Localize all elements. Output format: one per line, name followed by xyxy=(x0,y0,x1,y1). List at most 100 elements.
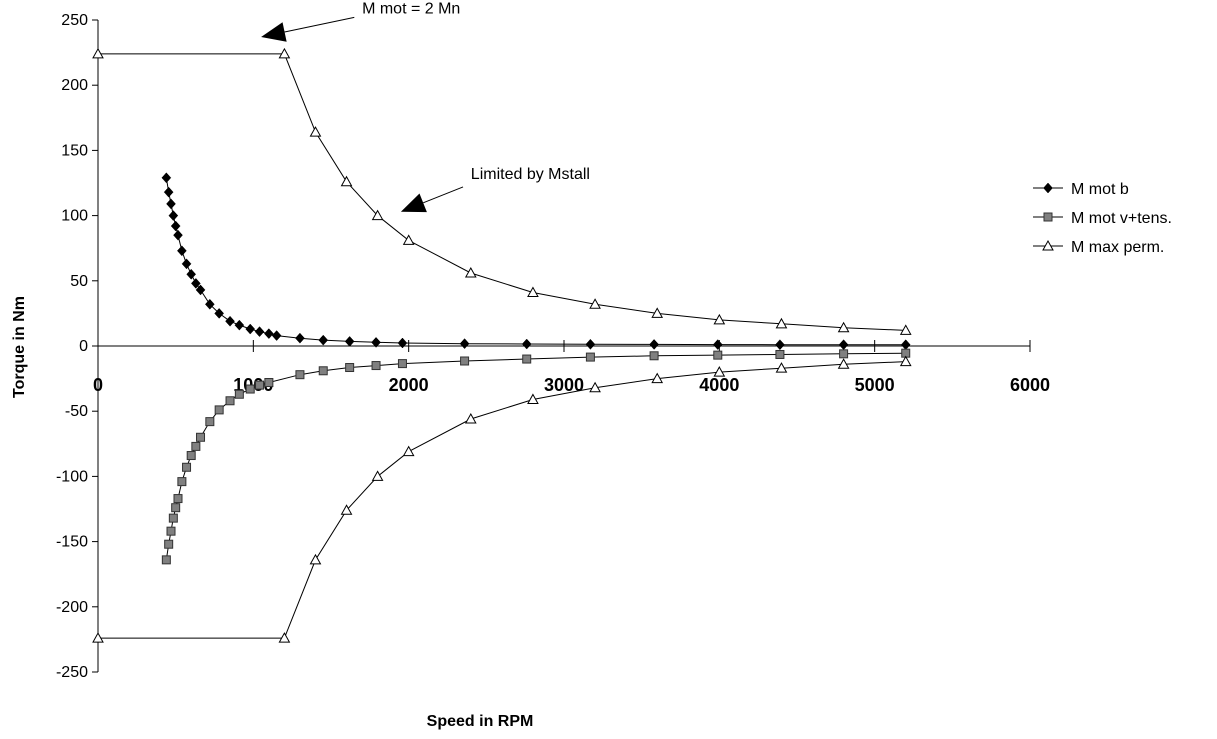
series-2 xyxy=(92,47,912,335)
legend-label: M mot b xyxy=(1071,181,1129,198)
data-point-square xyxy=(177,477,187,487)
y-tick-label: -150 xyxy=(56,534,88,551)
x-tick-label: 5000 xyxy=(855,375,895,395)
x-tick-label: 2000 xyxy=(389,375,429,395)
data-point-diamond xyxy=(649,339,659,350)
data-point-diamond xyxy=(163,186,174,198)
data-point-square xyxy=(205,417,215,427)
data-point-diamond xyxy=(161,172,172,184)
data-point-triangle xyxy=(340,504,353,515)
data-point-square xyxy=(345,363,355,373)
data-point-diamond xyxy=(775,339,785,351)
data-point-diamond xyxy=(521,338,532,350)
data-point-diamond xyxy=(166,198,176,210)
data-point-diamond xyxy=(295,332,305,344)
data-point-diamond xyxy=(234,319,245,331)
annotation-text: Limited by Mstall xyxy=(471,166,590,183)
data-point-square xyxy=(168,513,178,523)
annotation-leader xyxy=(284,16,355,33)
legend-label: M mot v+tens. xyxy=(1071,210,1172,227)
y-tick-label: -100 xyxy=(56,468,88,485)
data-point-triangle xyxy=(402,234,415,245)
data-point-diamond xyxy=(254,326,265,338)
data-point-diamond xyxy=(181,258,192,270)
data-point-square xyxy=(161,555,171,565)
data-point-diamond xyxy=(397,337,408,349)
series-3 xyxy=(92,355,912,643)
y-axis-title: Torque in Nm xyxy=(11,296,28,398)
data-point-diamond xyxy=(191,278,201,289)
y-tick-label: 50 xyxy=(70,273,88,290)
data-point-triangle xyxy=(837,358,850,369)
data-point-square xyxy=(255,380,265,390)
data-point-triangle xyxy=(402,445,415,457)
x-tick-label: 6000 xyxy=(1010,375,1050,395)
annotation-leader xyxy=(423,186,464,204)
data-point-triangle xyxy=(713,366,726,377)
data-point-square xyxy=(166,526,176,536)
legend: M mot b M mot v+tens. M max perm. xyxy=(1033,181,1172,256)
annotation-0: M mot = 2 Mn xyxy=(261,0,460,42)
data-point-triangle xyxy=(1042,239,1054,251)
legend-entry: M mot b xyxy=(1033,181,1129,198)
data-point-diamond xyxy=(712,339,723,350)
data-point-triangle xyxy=(464,266,477,278)
data-point-diamond xyxy=(225,315,235,327)
x-axis-title: Speed in RPM xyxy=(427,713,534,730)
data-point-triangle xyxy=(309,126,322,137)
legend-entry: M max perm. xyxy=(1033,239,1164,256)
y-tick-label: 200 xyxy=(61,77,88,94)
data-point-square xyxy=(182,462,192,472)
y-tick-label: 0 xyxy=(79,338,88,355)
data-point-diamond xyxy=(205,298,215,310)
series-line xyxy=(165,177,906,346)
series-0 xyxy=(161,172,911,351)
data-point-diamond xyxy=(1043,182,1053,194)
data-point-square xyxy=(295,370,305,380)
data-point-diamond xyxy=(371,336,381,348)
data-point-triangle xyxy=(527,286,539,298)
series-1 xyxy=(161,348,911,565)
data-point-diamond xyxy=(585,338,596,350)
data-point-triangle xyxy=(589,381,601,393)
data-point-diamond xyxy=(168,210,179,221)
data-point-square xyxy=(245,384,255,394)
y-tick-label: 250 xyxy=(61,12,88,29)
data-point-diamond xyxy=(195,284,206,296)
data-point-triangle xyxy=(837,321,850,333)
legend-entry: M mot v+tens. xyxy=(1033,210,1172,227)
data-point-triangle xyxy=(309,553,322,565)
data-point-square xyxy=(371,361,381,371)
data-point-diamond xyxy=(271,330,282,341)
data-point-square xyxy=(164,539,174,549)
data-point-square xyxy=(264,378,274,388)
data-point-square xyxy=(713,350,723,360)
data-point-square xyxy=(775,349,785,359)
y-tick-label: 100 xyxy=(61,208,88,225)
data-point-diamond xyxy=(459,338,470,350)
annotations: M mot = 2 Mn Limited by Mstall xyxy=(261,0,590,213)
data-point-square xyxy=(839,349,849,359)
data-point-triangle xyxy=(92,47,104,59)
x-tick-label: 0 xyxy=(93,375,103,395)
x-tick-label: 4000 xyxy=(699,375,739,395)
data-point-triangle xyxy=(371,470,384,481)
data-point-square xyxy=(225,396,235,406)
data-point-triangle xyxy=(527,393,539,404)
axes: 250200150100500-50-100-150-200-250010002… xyxy=(56,12,1050,681)
y-tick-label: 150 xyxy=(61,142,88,159)
data-point-square xyxy=(173,494,183,504)
data-point-triangle xyxy=(278,632,291,643)
series-line xyxy=(98,361,906,639)
data-point-diamond xyxy=(838,339,849,351)
legend-label: M max perm. xyxy=(1071,239,1164,256)
data-point-triangle xyxy=(899,324,912,335)
data-point-diamond xyxy=(177,245,187,257)
series-line xyxy=(165,352,906,560)
data-point-triangle xyxy=(589,298,601,309)
data-point-square xyxy=(234,389,244,399)
data-point-square xyxy=(186,451,196,461)
data-point-triangle xyxy=(464,412,477,424)
